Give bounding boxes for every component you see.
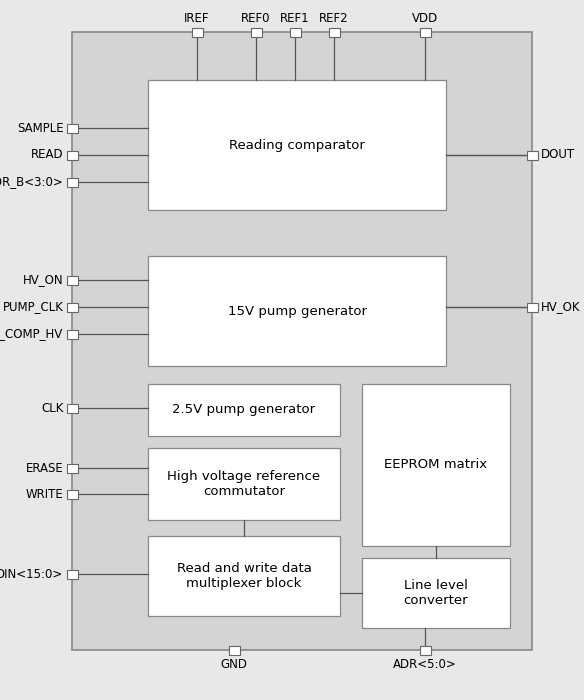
Bar — [527, 302, 537, 312]
Bar — [362, 558, 510, 628]
Text: REF2: REF2 — [319, 11, 349, 25]
Text: REF1: REF1 — [280, 11, 310, 25]
Text: HV_OK: HV_OK — [541, 300, 580, 314]
Text: ADR<5:0>: ADR<5:0> — [393, 657, 457, 671]
Bar — [67, 489, 78, 498]
Bar — [527, 150, 537, 160]
Text: 2.5V pump generator: 2.5V pump generator — [172, 403, 315, 416]
Text: READ: READ — [31, 148, 64, 162]
Text: Line level
converter: Line level converter — [404, 579, 468, 607]
Text: GND: GND — [221, 657, 248, 671]
Bar — [419, 27, 430, 36]
Text: WRITE: WRITE — [26, 487, 64, 500]
Bar — [67, 276, 78, 284]
Text: Reading comparator: Reading comparator — [229, 139, 365, 151]
Text: ADR_B<3:0>: ADR_B<3:0> — [0, 176, 64, 188]
Text: 15V pump generator: 15V pump generator — [228, 304, 367, 318]
Bar — [148, 384, 340, 436]
Text: HV_ON: HV_ON — [23, 274, 64, 286]
Text: ERASE: ERASE — [26, 461, 64, 475]
Text: Read and write data
multiplexer block: Read and write data multiplexer block — [176, 562, 311, 590]
Bar — [67, 302, 78, 312]
Bar — [419, 645, 430, 654]
Bar — [192, 27, 203, 36]
Bar — [290, 27, 301, 36]
Bar — [328, 27, 339, 36]
Text: DIN<15:0>: DIN<15:0> — [0, 568, 64, 580]
Bar — [251, 27, 262, 36]
Bar — [148, 256, 446, 366]
Text: PUMP_CLK: PUMP_CLK — [2, 300, 64, 314]
Bar — [148, 448, 340, 520]
Text: DOUT: DOUT — [541, 148, 575, 162]
Bar — [67, 123, 78, 132]
Bar — [72, 32, 532, 650]
Text: CLK: CLK — [41, 402, 64, 414]
Bar — [67, 463, 78, 473]
Text: High voltage reference
commutator: High voltage reference commutator — [168, 470, 321, 498]
Bar — [67, 178, 78, 186]
Bar — [362, 384, 510, 546]
Text: EEPROM matrix: EEPROM matrix — [384, 458, 488, 472]
Bar — [148, 536, 340, 616]
Bar — [67, 150, 78, 160]
Text: REF0: REF0 — [241, 11, 271, 25]
Text: EN_COMP_HV: EN_COMP_HV — [0, 328, 64, 340]
Bar — [148, 80, 446, 210]
Bar — [228, 645, 239, 654]
Bar — [67, 403, 78, 412]
Bar — [67, 570, 78, 578]
Text: IREF: IREF — [184, 11, 210, 25]
Text: SAMPLE: SAMPLE — [17, 122, 64, 134]
Bar — [67, 330, 78, 339]
Text: VDD: VDD — [412, 11, 438, 25]
